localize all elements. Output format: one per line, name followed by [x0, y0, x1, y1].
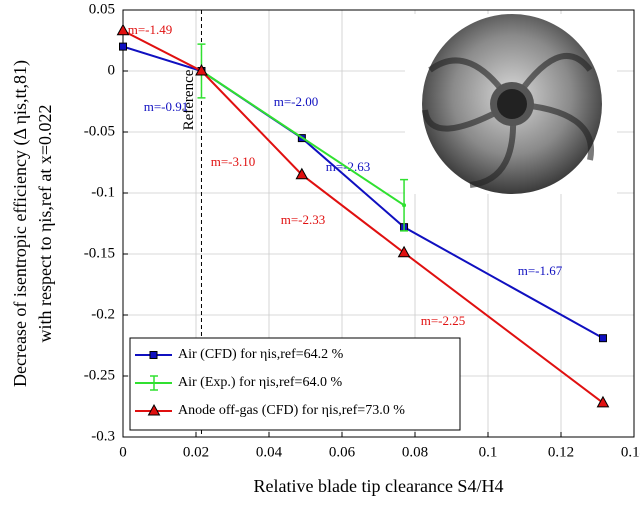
legend-label: Air (Exp.) for ηis,ref=64.0 % [178, 375, 342, 390]
marker [598, 334, 607, 343]
x-axis-label: Relative blade tip clearance S4/H4 [254, 476, 504, 496]
legend-marker [149, 351, 158, 359]
y-tick-label: -0.2 [91, 306, 115, 322]
legend-marker [150, 375, 158, 391]
x-tick-label: 0.1 [479, 444, 498, 460]
y-tick-label: -0.15 [84, 245, 115, 261]
x-tick-label: 0.04 [256, 444, 283, 460]
slope-annotation: m=-1.49 [128, 22, 173, 37]
marker [596, 395, 610, 408]
y-tick-label: 0.05 [89, 1, 115, 17]
slope-annotation: m=-2.63 [326, 159, 371, 174]
legend-label: Anode off-gas (CFD) for ηis,ref=73.0 % [178, 403, 405, 418]
slope-annotation: m=-0.91 [144, 99, 189, 114]
legend-marker [147, 403, 161, 416]
marker [402, 203, 407, 208]
legend-box [129, 337, 461, 431]
legend-marker [150, 375, 158, 391]
series [197, 43, 409, 232]
impeller-photo [405, 14, 617, 194]
x-tick-label: 0.14 [621, 444, 640, 460]
reference-label: Reference [181, 69, 197, 130]
slope-annotation: m=-2.33 [281, 212, 326, 227]
slope-annotation: m=-2.25 [421, 313, 466, 328]
legend-label: Air (CFD) for ηis,ref=64.2 % [178, 347, 344, 362]
x-tick-label: 0 [119, 444, 127, 460]
x-tick-label: 0.08 [402, 444, 428, 460]
x-tick-label: 0.12 [548, 444, 574, 460]
marker [119, 42, 127, 51]
series-line [200, 70, 405, 207]
legend-marker [149, 351, 158, 359]
slope-annotation: m=-1.67 [518, 263, 563, 278]
marker [116, 23, 130, 36]
y-tick-label: -0.1 [91, 184, 115, 200]
y-tick-label: -0.25 [84, 367, 115, 383]
slope-annotation: m=-3.10 [211, 154, 256, 169]
y-tick-label: -0.05 [84, 123, 115, 139]
y-tick-label: -0.3 [91, 428, 115, 444]
marker [295, 167, 309, 180]
series [116, 23, 610, 408]
marker [397, 245, 411, 258]
marker [195, 63, 208, 76]
plot-frame [122, 9, 635, 438]
legend-marker [147, 403, 161, 416]
slope-annotation: m=-2.00 [274, 94, 319, 109]
legend: Air (CFD) for ηis,ref=64.2 % Air (Exp.) f… [129, 337, 461, 431]
y-axis-label: with respect to ηis,ref at x=0.022 [35, 104, 55, 342]
y-tick-label: 0 [108, 62, 116, 78]
x-tick-label: 0.06 [329, 444, 356, 460]
y-axis-label: Decrease of isentropic efficiency (Δ ηis… [10, 60, 31, 387]
x-tick-label: 0.02 [183, 444, 209, 460]
